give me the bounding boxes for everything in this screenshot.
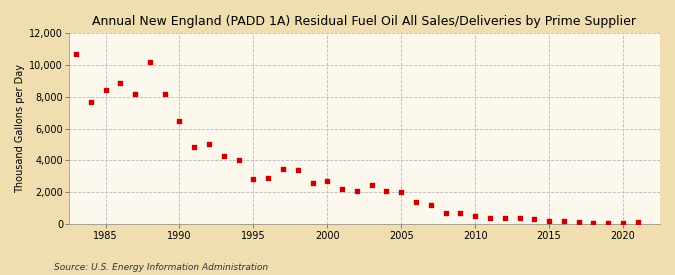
Point bbox=[367, 183, 377, 187]
Point bbox=[470, 214, 481, 218]
Point bbox=[248, 176, 259, 181]
Point bbox=[632, 220, 643, 224]
Point bbox=[292, 168, 303, 172]
Point bbox=[558, 219, 569, 224]
Point bbox=[337, 187, 348, 191]
Point bbox=[174, 119, 185, 124]
Y-axis label: Thousand Gallons per Day: Thousand Gallons per Day bbox=[15, 64, 25, 193]
Point bbox=[71, 52, 82, 56]
Point bbox=[85, 100, 96, 104]
Point bbox=[115, 81, 126, 86]
Point bbox=[603, 221, 614, 225]
Point bbox=[440, 210, 451, 215]
Point bbox=[543, 219, 554, 224]
Point bbox=[204, 142, 215, 147]
Point bbox=[144, 60, 155, 64]
Point bbox=[189, 145, 200, 149]
Title: Annual New England (PADD 1A) Residual Fuel Oil All Sales/Deliveries by Prime Sup: Annual New England (PADD 1A) Residual Fu… bbox=[92, 15, 637, 28]
Point bbox=[455, 211, 466, 216]
Point bbox=[159, 92, 170, 96]
Point bbox=[573, 220, 584, 224]
Point bbox=[425, 203, 436, 207]
Point bbox=[352, 189, 362, 194]
Point bbox=[381, 189, 392, 194]
Point bbox=[100, 87, 111, 92]
Point bbox=[219, 154, 230, 159]
Point bbox=[588, 220, 599, 225]
Point bbox=[500, 216, 510, 221]
Text: Source: U.S. Energy Information Administration: Source: U.S. Energy Information Administ… bbox=[54, 263, 268, 272]
Point bbox=[307, 180, 318, 185]
Point bbox=[410, 200, 421, 205]
Point bbox=[263, 175, 273, 180]
Point bbox=[130, 92, 140, 96]
Point bbox=[514, 216, 525, 221]
Point bbox=[396, 190, 406, 194]
Point bbox=[485, 216, 495, 221]
Point bbox=[234, 157, 244, 162]
Point bbox=[618, 220, 628, 225]
Point bbox=[322, 179, 333, 183]
Point bbox=[277, 167, 288, 171]
Point bbox=[529, 217, 540, 221]
